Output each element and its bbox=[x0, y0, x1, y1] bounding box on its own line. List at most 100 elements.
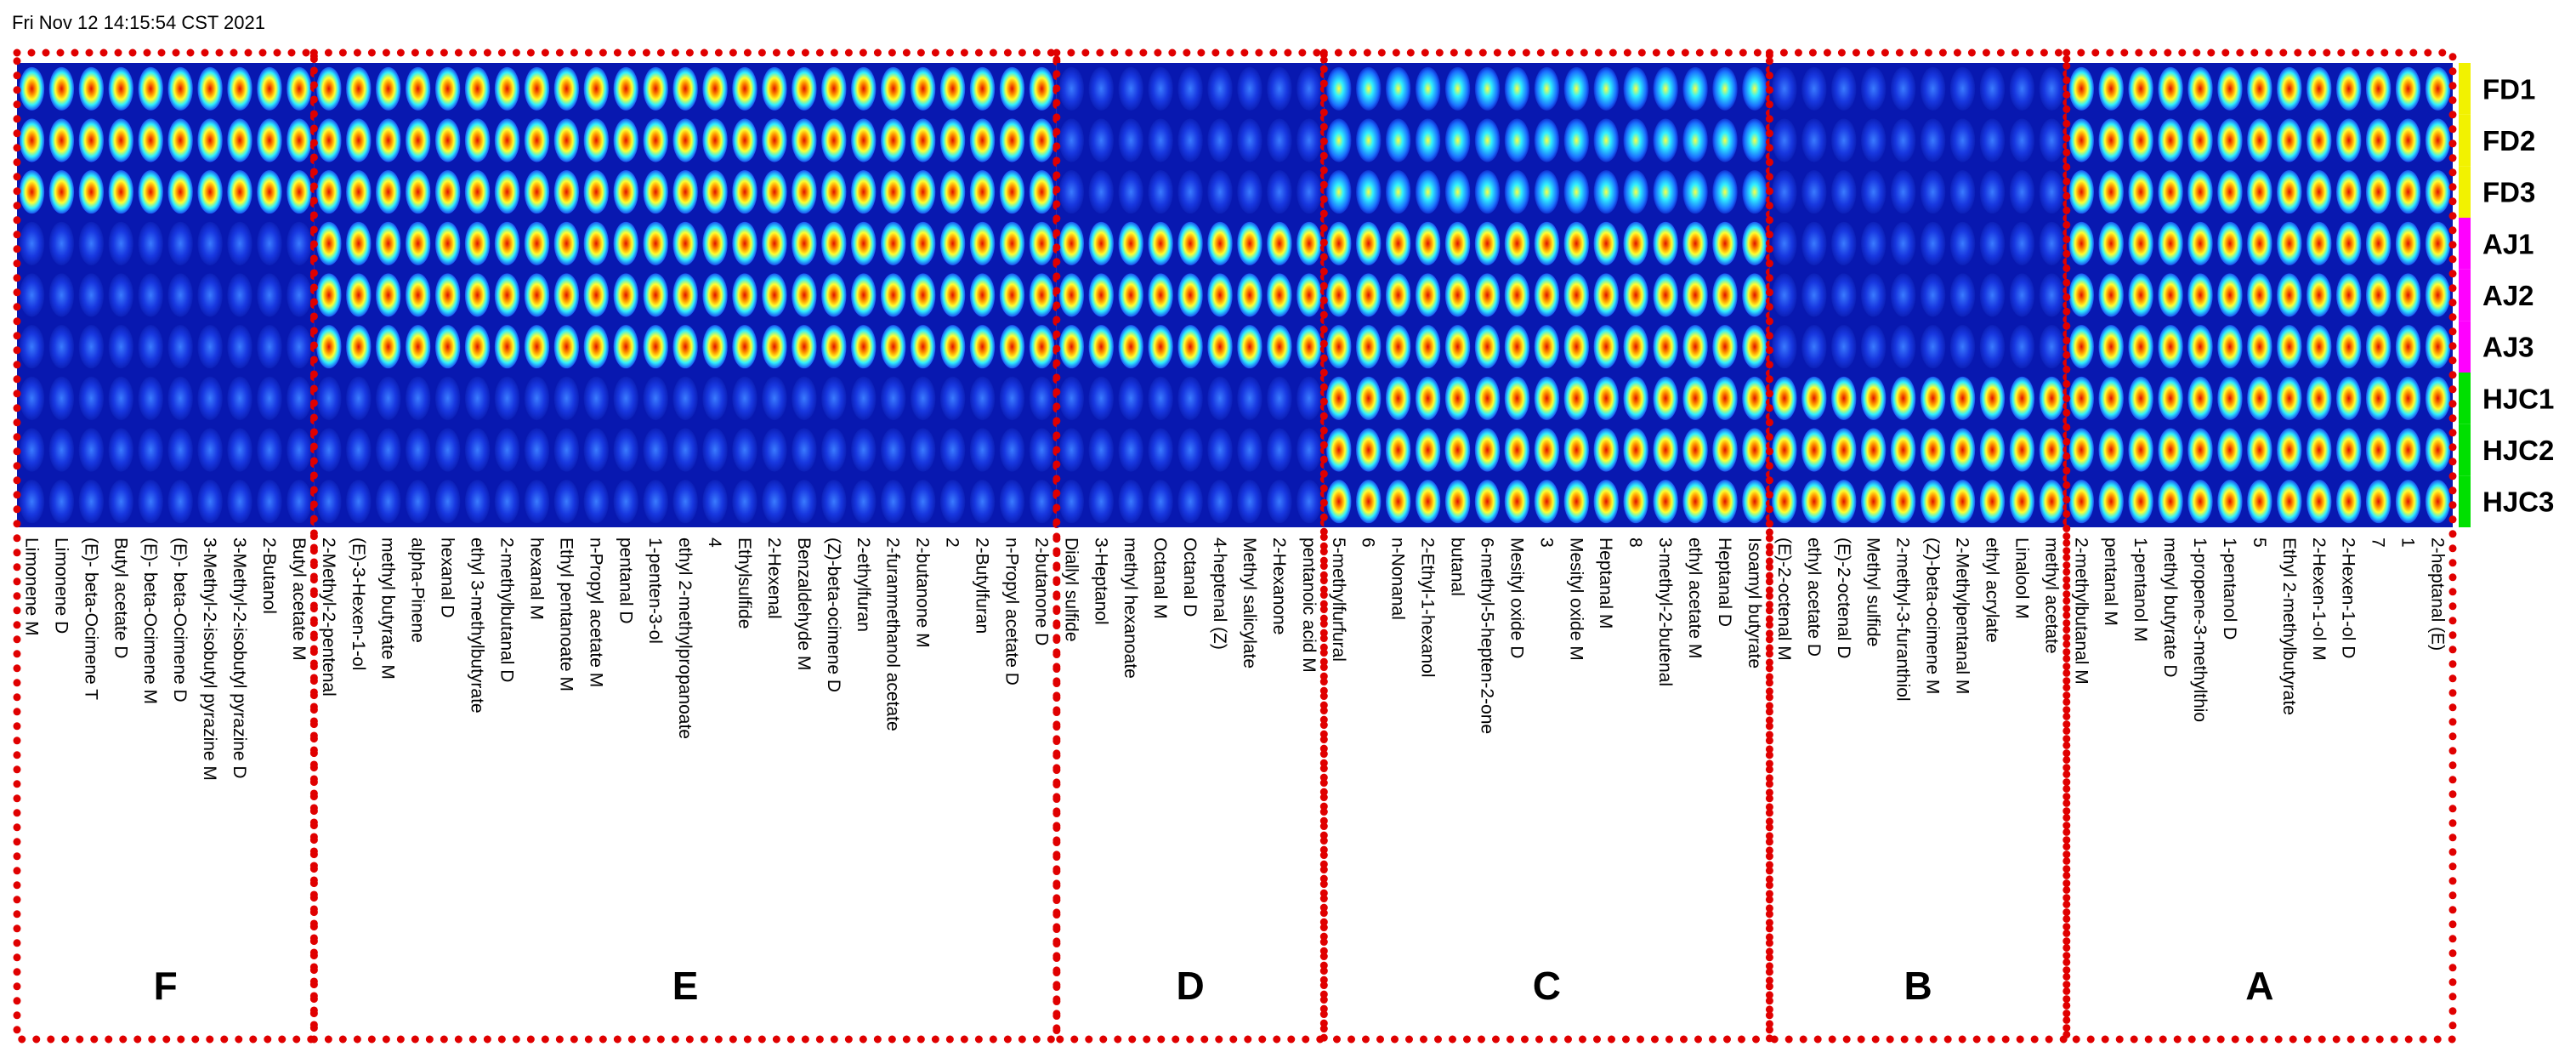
spot bbox=[643, 376, 668, 420]
spot bbox=[1653, 170, 1678, 214]
column-label: Diallyl sulfide bbox=[1061, 538, 1081, 642]
spot bbox=[553, 66, 580, 111]
column-label: methyl butyrate M bbox=[378, 538, 398, 680]
spot bbox=[939, 480, 966, 524]
spot bbox=[1148, 170, 1173, 214]
spot bbox=[1207, 376, 1233, 420]
spot bbox=[2009, 273, 2035, 317]
spot bbox=[48, 428, 75, 472]
column-label: butanal bbox=[1448, 538, 1467, 596]
spot bbox=[1563, 376, 1589, 420]
spot bbox=[1712, 325, 1738, 369]
spot bbox=[346, 273, 372, 317]
spot bbox=[1949, 118, 1976, 162]
spot bbox=[1742, 325, 1767, 369]
spot bbox=[2277, 376, 2302, 420]
spot bbox=[376, 66, 401, 111]
spot bbox=[2158, 118, 2183, 162]
spot bbox=[881, 376, 906, 420]
spot bbox=[1444, 376, 1471, 420]
spot bbox=[1058, 325, 1085, 369]
spot bbox=[2395, 273, 2421, 317]
spot bbox=[1949, 376, 1976, 420]
spot bbox=[2098, 428, 2124, 472]
spot bbox=[227, 221, 252, 265]
spot bbox=[406, 221, 431, 265]
spot bbox=[1415, 66, 1441, 111]
spot bbox=[1653, 273, 1678, 317]
spot bbox=[434, 273, 461, 317]
spot bbox=[1177, 480, 1203, 524]
spot bbox=[167, 325, 193, 369]
spot bbox=[287, 273, 312, 317]
column-label: 3-Heptanol bbox=[1091, 538, 1110, 625]
spot bbox=[2039, 66, 2064, 111]
column-label: 2-Hexen-1-ol M bbox=[2309, 538, 2329, 661]
spot bbox=[2098, 325, 2124, 369]
spot bbox=[2217, 325, 2243, 369]
spot bbox=[1682, 325, 1708, 369]
spot bbox=[732, 273, 757, 317]
column-label: (E)- beta-Ocimene T bbox=[81, 538, 100, 700]
spot bbox=[2128, 428, 2153, 472]
spot bbox=[434, 325, 461, 369]
spot bbox=[2039, 170, 2064, 214]
spot bbox=[2217, 221, 2243, 265]
spot bbox=[494, 66, 520, 111]
spot bbox=[1029, 273, 1055, 317]
group-box bbox=[1053, 48, 1328, 1044]
spot bbox=[1326, 273, 1352, 317]
column-label: ethyl 3-methylbutyrate bbox=[468, 538, 487, 714]
row-label: HJC3 bbox=[2482, 486, 2554, 518]
spot bbox=[138, 376, 163, 420]
spot bbox=[524, 273, 550, 317]
spot bbox=[1326, 221, 1352, 265]
column-label: 5 bbox=[2250, 538, 2269, 548]
spot bbox=[346, 428, 372, 472]
spot bbox=[939, 376, 966, 420]
spot bbox=[2336, 480, 2362, 524]
spot bbox=[851, 118, 877, 162]
spot bbox=[1890, 480, 1916, 524]
spot bbox=[2336, 170, 2362, 214]
spot bbox=[1118, 273, 1143, 317]
spot bbox=[138, 170, 163, 214]
spot bbox=[1148, 221, 1173, 265]
spot bbox=[1267, 480, 1292, 524]
spot bbox=[2277, 66, 2302, 111]
spot bbox=[464, 480, 491, 524]
row-label: HJC2 bbox=[2482, 435, 2554, 466]
spot bbox=[2187, 221, 2213, 265]
spot bbox=[227, 170, 252, 214]
spot bbox=[1148, 66, 1173, 111]
spot bbox=[48, 480, 75, 524]
spot bbox=[1326, 376, 1352, 420]
spot bbox=[2187, 66, 2213, 111]
spot bbox=[108, 480, 133, 524]
row-label: HJC1 bbox=[2482, 383, 2554, 414]
spot bbox=[1801, 325, 1827, 369]
spot bbox=[2306, 428, 2332, 472]
spot bbox=[1118, 480, 1143, 524]
spot bbox=[434, 428, 461, 472]
spot bbox=[316, 376, 342, 420]
spot bbox=[1177, 325, 1203, 369]
spot bbox=[2158, 221, 2183, 265]
spot bbox=[2277, 118, 2302, 162]
row-color-bar bbox=[2459, 424, 2471, 476]
spot bbox=[2098, 221, 2124, 265]
spot bbox=[2306, 118, 2332, 162]
spot bbox=[1623, 118, 1648, 162]
spot bbox=[2365, 480, 2392, 524]
spot bbox=[494, 480, 520, 524]
spot bbox=[138, 325, 163, 369]
spot bbox=[1801, 480, 1827, 524]
spot bbox=[583, 170, 609, 214]
spot bbox=[1177, 428, 1203, 472]
spot bbox=[1890, 221, 1916, 265]
spot bbox=[672, 325, 698, 369]
spot bbox=[1326, 66, 1352, 111]
spot bbox=[910, 273, 936, 317]
spot bbox=[2247, 221, 2272, 265]
row-label: AJ1 bbox=[2482, 228, 2534, 259]
